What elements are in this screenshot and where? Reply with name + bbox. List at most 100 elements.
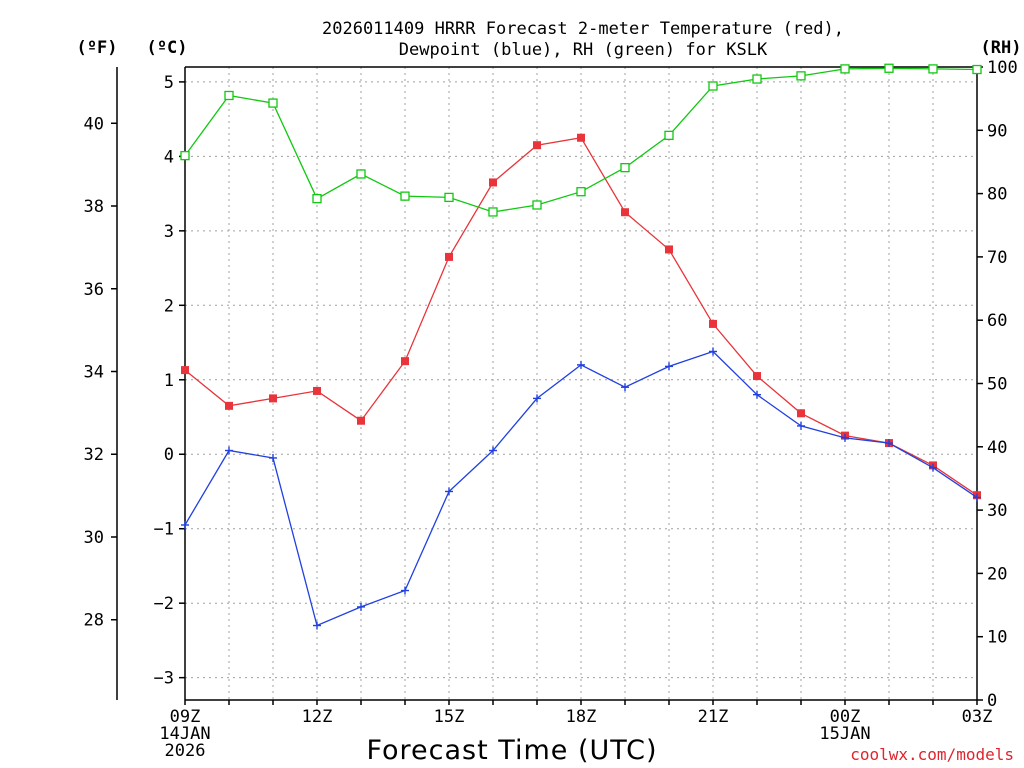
- rh-tick-label: 50: [987, 375, 1007, 395]
- celsius-unit-label: (ºC): [147, 38, 188, 58]
- dewpoint-point: [753, 390, 761, 399]
- chart-title-line-1: 2026011409 HRRR Forecast 2-meter Tempera…: [322, 19, 844, 39]
- celsius-tick-label: 4: [164, 147, 174, 167]
- x-tick-label: 15JAN: [819, 724, 870, 744]
- fahrenheit-tick-label: 40: [84, 114, 104, 134]
- x-tick-label: 03Z: [962, 707, 993, 727]
- celsius-tick-label: 5: [164, 73, 174, 93]
- dewpoint-point: [489, 446, 497, 455]
- x-tick-label: 15Z: [434, 707, 465, 727]
- dewpoint-point: [269, 453, 277, 462]
- fahrenheit-tick-label: 32: [84, 445, 104, 465]
- rh-tick-label: 80: [987, 185, 1007, 205]
- rh-point: [884, 63, 894, 73]
- dewpoint-point: [577, 360, 585, 369]
- rh-point: [796, 71, 806, 81]
- rh-point: [840, 64, 850, 74]
- x-tick-label: 2026: [165, 741, 206, 761]
- grid-lines: [185, 67, 977, 700]
- chart-title-line-2: Dewpoint (blue), RH (green) for KSLK: [399, 40, 768, 60]
- series-rh: [180, 63, 982, 217]
- rh-point: [268, 98, 278, 108]
- temperature-point: [577, 133, 585, 142]
- rh-tick-label: 30: [987, 501, 1007, 521]
- tick-labels: −3−2−10123452830323436384001020304050607…: [84, 58, 1018, 761]
- rh-tick-label: 90: [987, 121, 1007, 141]
- credit-text: coolwx.com/models: [850, 745, 1014, 764]
- rh-point: [180, 150, 190, 161]
- x-tick-label: 09Z: [170, 707, 201, 727]
- rh-point: [752, 74, 762, 84]
- temperature-point: [445, 252, 453, 261]
- rh-point: [576, 187, 586, 197]
- rh-point: [664, 130, 674, 141]
- dewpoint-point: [929, 463, 937, 472]
- fahrenheit-tick-label: 28: [84, 611, 104, 631]
- celsius-tick-label: −3: [154, 669, 174, 689]
- rh-point: [532, 200, 542, 210]
- dewpoint-point: [313, 621, 321, 630]
- x-tick-label: 12Z: [302, 707, 333, 727]
- rh-tick-label: 70: [987, 248, 1007, 268]
- rh-point: [488, 207, 498, 217]
- x-tick-label: 00Z: [830, 707, 861, 727]
- rh-point: [972, 64, 982, 75]
- x-tick-label: 14JAN: [159, 724, 210, 744]
- celsius-tick-label: 0: [164, 445, 174, 465]
- temperature-point: [269, 394, 277, 403]
- x-tick-label: 21Z: [698, 707, 729, 727]
- temperature-point: [797, 409, 805, 418]
- celsius-tick-label: 2: [164, 296, 174, 316]
- rh-point: [224, 90, 234, 101]
- celsius-tick-label: 1: [164, 371, 174, 391]
- fahrenheit-tick-label: 30: [84, 528, 104, 548]
- series-lines: [180, 63, 982, 630]
- dewpoint-point: [709, 347, 717, 356]
- axes: [111, 66, 983, 705]
- x-tick-label: 18Z: [566, 707, 597, 727]
- celsius-tick-label: −1: [154, 520, 174, 540]
- dewpoint-point: [533, 394, 541, 403]
- x-axis-title: Forecast Time (UTC): [366, 735, 657, 766]
- temperature-point: [357, 416, 365, 425]
- temperature-point: [621, 208, 629, 217]
- temperature-point: [753, 372, 761, 381]
- temperature-point: [401, 357, 409, 366]
- dewpoint-point: [621, 383, 629, 392]
- celsius-tick-label: 3: [164, 222, 174, 242]
- temperature-point: [665, 245, 673, 254]
- fahrenheit-tick-label: 38: [84, 197, 104, 217]
- temperature-point: [313, 386, 321, 395]
- temperature-point: [533, 141, 541, 150]
- rh-unit-label: (RH): [981, 38, 1022, 58]
- fahrenheit-unit-label: (ºF): [77, 38, 118, 58]
- temperature-point: [225, 401, 233, 410]
- dewpoint-point: [973, 493, 981, 502]
- temperature-point: [489, 178, 497, 187]
- dewpoint-point: [181, 520, 189, 529]
- rh-point: [928, 64, 938, 74]
- rh-tick-label: 60: [987, 311, 1007, 331]
- dewpoint-point: [665, 362, 673, 371]
- rh-tick-label: 40: [987, 438, 1007, 458]
- rh-tick-label: 10: [987, 628, 1007, 648]
- rh-point: [312, 194, 322, 204]
- rh-tick-label: 20: [987, 564, 1007, 584]
- dewpoint-point: [797, 421, 805, 430]
- dewpoint-point: [841, 433, 849, 442]
- dewpoint-point: [357, 602, 365, 611]
- celsius-tick-label: −2: [154, 594, 174, 614]
- dewpoint-point: [445, 487, 453, 496]
- dewpoint-point: [401, 586, 409, 595]
- rh-tick-label: 0: [987, 691, 997, 711]
- rh-point: [620, 162, 630, 173]
- fahrenheit-tick-label: 34: [84, 363, 104, 383]
- temperature-point: [709, 319, 717, 328]
- fahrenheit-tick-label: 36: [84, 280, 104, 300]
- rh-point: [356, 169, 366, 179]
- dewpoint-point: [225, 446, 233, 455]
- series-dewpoint: [181, 347, 981, 630]
- rh-point: [400, 191, 410, 201]
- rh-point: [444, 192, 454, 203]
